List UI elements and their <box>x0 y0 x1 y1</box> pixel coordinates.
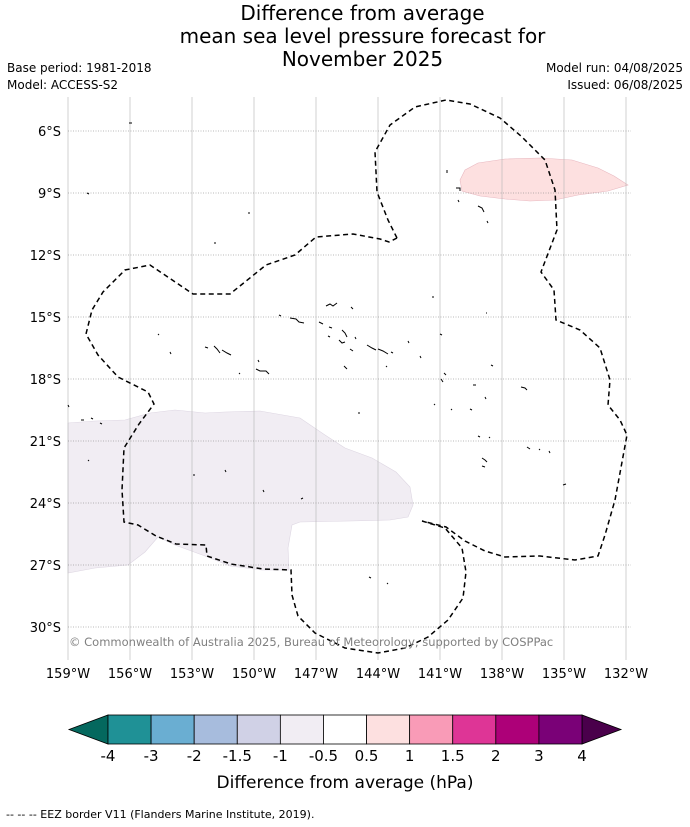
base-period: Base period: 1981-2018 <box>7 61 152 75</box>
lat-label: 27°S <box>30 559 61 574</box>
copyright-notice: © Commonwealth of Australia 2025, Bureau… <box>69 635 553 649</box>
lon-label: 150°W <box>232 667 276 682</box>
lat-gridlines <box>68 130 631 628</box>
colorbar-tick-label: 1 <box>405 747 415 765</box>
lat-label: 6°S <box>38 125 61 140</box>
lat-label: 15°S <box>30 311 61 326</box>
colorbar-tick-label: -2 <box>187 747 202 765</box>
lon-label: 138°W <box>480 667 524 682</box>
colorbar-tick-label: 1.5 <box>441 747 465 765</box>
lon-label: 147°W <box>294 667 338 682</box>
colorbar-tick-label: 4 <box>577 747 587 765</box>
model-run: Model run: 04/08/2025 <box>545 61 683 75</box>
colorbar-bin <box>495 714 540 745</box>
eez-border <box>85 99 628 654</box>
colorbar-bin <box>150 714 195 745</box>
lon-label: 144°W <box>356 667 400 682</box>
islands <box>67 122 567 585</box>
anomaly-fields <box>67 157 629 574</box>
colorbar-tick-label: -3 <box>144 747 159 765</box>
colorbar-tick-label: 3 <box>534 747 544 765</box>
positive-anomaly-area <box>459 157 629 202</box>
lat-label: 30°S <box>30 621 61 636</box>
negative-anomaly-area <box>67 409 414 574</box>
colorbar-tick-label: 2 <box>491 747 501 765</box>
title-line-1: Difference from average <box>240 1 485 25</box>
lon-label: 135°W <box>542 667 586 682</box>
colorbar-bin <box>538 714 583 745</box>
meta-right: Model run: 04/08/2025 Issued: 06/08/2025 <box>546 60 683 94</box>
lon-labels: 159°W 156°W 153°W 150°W 147°W 144°W 141°… <box>46 667 648 682</box>
issued-date: Issued: 06/08/2025 <box>567 78 683 92</box>
colorbar-bin <box>409 714 454 745</box>
lat-label: 24°S <box>30 497 61 512</box>
map-title: Difference from average mean sea level p… <box>0 2 690 71</box>
colorbar-bin <box>236 714 281 745</box>
colorbar-under-arrow <box>67 714 109 745</box>
colorbar-tick-label: -1.5 <box>223 747 252 765</box>
colorbar-bin <box>452 714 497 745</box>
lat-label: 9°S <box>38 187 61 202</box>
lat-label: 18°S <box>30 373 61 388</box>
meta-left: Base period: 1981-2018 Model: ACCESS-S2 <box>7 60 152 94</box>
gridlines <box>67 97 627 660</box>
title-line-2: mean sea level pressure forecast for <box>179 24 546 48</box>
colorbar-bin <box>323 714 367 745</box>
colorbar-label: Difference from average (hPa) <box>217 773 474 793</box>
model-name: Model: ACCESS-S2 <box>7 78 119 92</box>
lon-label: 153°W <box>170 667 214 682</box>
lon-label: 159°W <box>46 667 90 682</box>
colorbar-bin <box>366 714 411 745</box>
lat-label: 12°S <box>30 249 61 264</box>
lat-labels: 6°S 9°S 12°S 15°S 18°S 21°S 24°S 27°S 30… <box>30 125 61 636</box>
colorbar-tick-label: -1 <box>273 747 288 765</box>
colorbar-tick-label: -0.5 <box>309 747 338 765</box>
colorbar-tick-label: -4 <box>101 747 116 765</box>
colorbar-bin <box>193 714 238 745</box>
lon-label: 156°W <box>108 667 152 682</box>
colorbar-bin <box>107 714 152 745</box>
eez-legend: -- -- -- EEZ border V11 (Flanders Marine… <box>6 808 315 821</box>
colorbar-over-arrow <box>581 714 623 745</box>
lon-label: 141°W <box>418 667 462 682</box>
colorbar-tick-label: 0.5 <box>355 747 379 765</box>
colorbar-bin <box>279 714 324 745</box>
title-line-3: November 2025 <box>281 47 444 71</box>
lat-label: 21°S <box>30 435 61 450</box>
colorbar: -4 -3 -2 -1.5 -1 -0.5 0.5 1 1.5 2 3 4 <box>67 714 623 765</box>
lon-label: 132°W <box>604 667 648 682</box>
